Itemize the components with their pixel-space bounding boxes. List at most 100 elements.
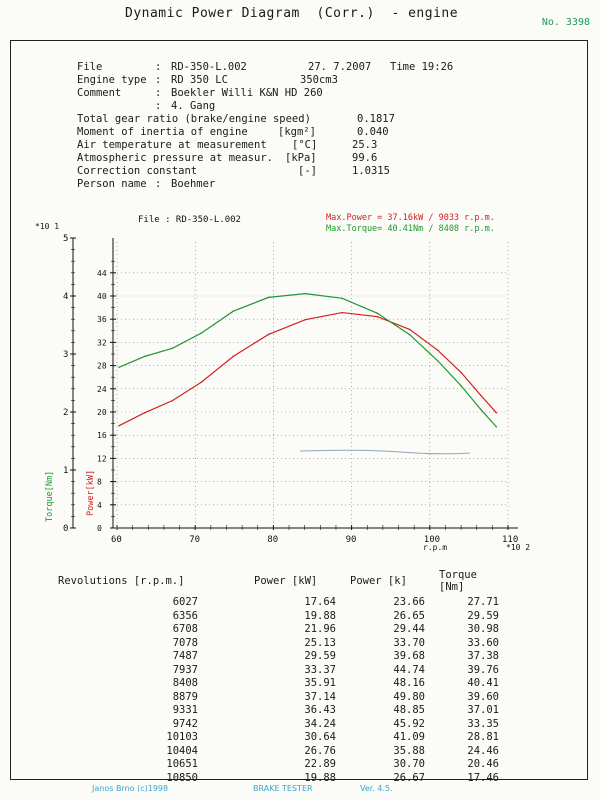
cell-power-k: 26.65 bbox=[393, 609, 425, 622]
gear-value: 0.1817 bbox=[357, 113, 395, 125]
table-row: 7937 33.37 44.74 39.76 bbox=[58, 664, 499, 678]
cell-torque: 27.71 bbox=[467, 596, 499, 608]
chart-file-caption: File : RD-350-L.002 bbox=[138, 215, 241, 225]
cell-power-k: 35.88 bbox=[393, 744, 425, 757]
cell-power-k: 41.09 bbox=[393, 731, 425, 743]
colon: : bbox=[155, 178, 162, 190]
pressure-label: Atmospheric pressure at measur. bbox=[77, 152, 273, 164]
inertia-label: Moment of inertia of engine bbox=[77, 126, 248, 138]
comment-label: Comment bbox=[77, 87, 122, 99]
cell-power-k: 29.44 bbox=[393, 623, 425, 635]
cell-power-kw: 30.64 bbox=[304, 731, 336, 743]
table-row: 10850 19.88 26.67 17.46 bbox=[58, 772, 499, 786]
air-temp-value: 25.3 bbox=[352, 139, 378, 151]
cell-power-k: 49.80 bbox=[393, 690, 425, 703]
file-value: RD-350-L.002 bbox=[171, 61, 247, 73]
cell-power-k: 44.74 bbox=[393, 663, 425, 676]
page-title: Dynamic Power Diagram (Corr.) - engine bbox=[125, 6, 459, 21]
torque-data-point bbox=[200, 332, 203, 334]
cell-rpm: 10103 bbox=[166, 731, 198, 743]
cell-power-k: 39.68 bbox=[393, 650, 425, 662]
power-tick-label: 1 bbox=[63, 466, 68, 476]
col-header-power-kw: Power [kW] bbox=[254, 575, 318, 587]
results-table: Revolutions [r.p.m.] Power [kW] Power [k… bbox=[58, 569, 499, 785]
cell-power-kw: 34.24 bbox=[304, 717, 336, 730]
torque-data-point bbox=[171, 347, 174, 350]
cell-rpm: 10404 bbox=[166, 744, 198, 757]
x-tick-label: 100 bbox=[424, 535, 440, 545]
power-data-point bbox=[376, 315, 379, 318]
footer-product: BRAKE TESTER bbox=[253, 784, 313, 793]
colon: : bbox=[155, 87, 162, 99]
torque-data-point bbox=[144, 355, 146, 358]
cell-power-kw: 26.76 bbox=[304, 744, 336, 757]
time-value: Time 19:26 bbox=[390, 61, 454, 73]
table-row: 10103 30.64 41.09 28.81 bbox=[58, 731, 499, 745]
y-exponent-label: *10 1 bbox=[35, 222, 59, 231]
cell-torque: 37.38 bbox=[467, 650, 499, 662]
cell-rpm: 10651 bbox=[166, 758, 198, 770]
torque-data-point bbox=[460, 385, 463, 387]
power-tick-label: 4 bbox=[63, 292, 68, 302]
cell-rpm: 8408 bbox=[172, 677, 198, 689]
gear-label: Total gear ratio (brake/engine speed) bbox=[77, 113, 311, 125]
document-number: No. 3398 bbox=[541, 17, 590, 28]
power-data-point bbox=[267, 333, 270, 336]
torque-axis-title: Torque[Nm] bbox=[45, 471, 55, 522]
cell-torque: 33.60 bbox=[467, 636, 499, 649]
power-tick-label: 3 bbox=[63, 350, 68, 360]
x-tick-label: 70 bbox=[189, 535, 200, 545]
table-row: 6027 17.64 23.66 27.71 bbox=[58, 596, 499, 610]
table-header-row: Revolutions [r.p.m.] Power [kW] Power [k… bbox=[58, 569, 499, 596]
cell-torque: 33.35 bbox=[467, 717, 499, 730]
x-tick-label: 60 bbox=[111, 535, 122, 545]
torque-data-point bbox=[495, 425, 498, 428]
cell-torque: 17.46 bbox=[467, 771, 499, 784]
power-curve bbox=[118, 311, 497, 427]
date-value: 27. 7.2007 bbox=[308, 61, 372, 73]
pressure-unit: [kPa] bbox=[285, 152, 317, 164]
colon: : bbox=[155, 61, 162, 73]
torque-tick-label: 28 bbox=[97, 362, 107, 371]
inertia-value: 0.040 bbox=[357, 126, 389, 138]
cell-torque: 24.46 bbox=[467, 744, 499, 757]
cell-power-kw: 25.13 bbox=[304, 636, 336, 649]
table-row: 10651 22.89 30.70 20.46 bbox=[58, 758, 499, 772]
baseline-trace bbox=[299, 449, 471, 455]
comment-value-2: 4. Gang bbox=[171, 100, 216, 112]
correction-label: Correction constant bbox=[77, 165, 198, 177]
cell-rpm: 10850 bbox=[166, 771, 198, 784]
cell-rpm: 7487 bbox=[172, 650, 198, 662]
engine-value: RD 350 LC bbox=[171, 74, 228, 86]
x-tick-label: 90 bbox=[346, 535, 357, 545]
colon: : bbox=[155, 74, 162, 86]
cell-power-k: 48.16 bbox=[393, 677, 425, 689]
cell-rpm: 9331 bbox=[172, 704, 198, 716]
torque-tick-label: 8 bbox=[97, 478, 102, 487]
table-row: 9742 34.24 45.92 33.35 bbox=[58, 718, 499, 732]
power-data-point bbox=[495, 411, 498, 414]
torque-data-point bbox=[479, 408, 482, 411]
torque-tick-label: 36 bbox=[97, 315, 107, 324]
air-temp-label: Air temperature at measurement bbox=[77, 139, 267, 151]
cell-power-kw: 33.37 bbox=[304, 663, 336, 676]
cell-torque: 28.81 bbox=[467, 731, 499, 743]
torque-tick-label: 32 bbox=[97, 338, 107, 347]
report-frame bbox=[10, 40, 588, 780]
cell-power-k: 23.66 bbox=[393, 596, 425, 608]
cell-torque: 30.98 bbox=[467, 623, 499, 635]
cell-power-kw: 35.91 bbox=[304, 677, 336, 689]
col-header-power-k: Power [k] bbox=[350, 575, 407, 587]
engine-label: Engine type bbox=[77, 74, 147, 86]
cell-rpm: 7078 bbox=[172, 636, 198, 649]
col-header-torque: Torque [Nm] bbox=[439, 569, 477, 593]
cell-rpm: 7937 bbox=[172, 663, 198, 676]
engine-cc: 350cm3 bbox=[300, 74, 338, 86]
x-tick-label: 80 bbox=[267, 535, 278, 545]
power-data-point bbox=[232, 355, 235, 358]
cell-power-kw: 36.43 bbox=[304, 704, 336, 716]
cell-power-kw: 29.59 bbox=[304, 650, 336, 662]
torque-tick-label: 24 bbox=[97, 385, 107, 394]
x-tick-label: 110 bbox=[502, 535, 518, 545]
